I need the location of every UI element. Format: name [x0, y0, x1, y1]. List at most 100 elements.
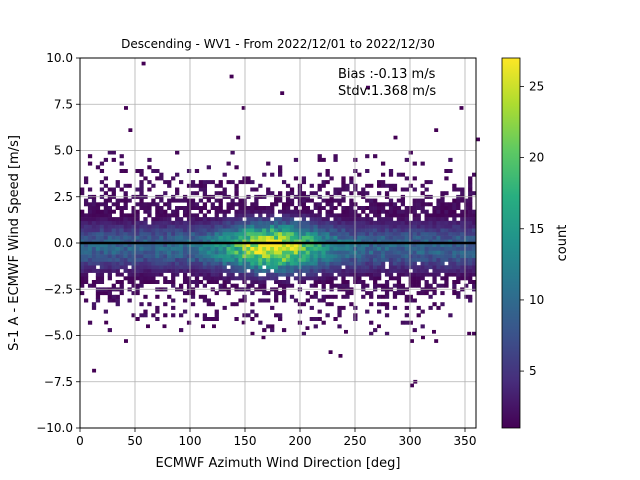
heatmap-cell: [151, 220, 156, 225]
heatmap-cell: [281, 246, 287, 251]
heatmap-cell: [345, 265, 350, 270]
heatmap-cell: [258, 217, 263, 222]
heatmap-cell: [167, 198, 172, 203]
heatmap-cell: [182, 257, 188, 262]
heatmap-cell: [190, 180, 196, 185]
heatmap-cell: [373, 272, 378, 277]
heatmap-cell: [266, 206, 271, 210]
heatmap-cell: [167, 202, 172, 207]
heatmap-cell: [80, 246, 85, 251]
heatmap-cell: [317, 257, 322, 262]
heatmap-cell: [285, 220, 291, 225]
heatmap-cell: [472, 239, 477, 244]
heatmap-cell: [432, 250, 437, 255]
heatmap-cell: [163, 250, 168, 255]
heatmap-cell: [270, 224, 275, 229]
heatmap-cell: [357, 246, 362, 251]
heatmap-cell: [87, 213, 93, 218]
heatmap-cell: [440, 239, 445, 244]
heatmap-cell: [262, 268, 267, 273]
heatmap-cell: [266, 250, 271, 255]
heatmap-cell: [190, 235, 196, 240]
heatmap-cell: [131, 276, 136, 281]
heatmap-cell: [171, 209, 176, 214]
heatmap-cell: [301, 257, 307, 262]
heatmap-cell: [238, 220, 243, 225]
heatmap-cell: [163, 202, 168, 207]
heatmap-cell: [194, 239, 200, 244]
heatmap-cell: [135, 276, 140, 281]
heatmap-cell: [131, 213, 136, 218]
heatmap-cell: [432, 213, 437, 218]
heatmap-cell: [218, 228, 223, 233]
heatmap-cell: [412, 280, 417, 284]
heatmap-cell: [87, 231, 93, 236]
heatmap-cell: [380, 209, 386, 214]
heatmap-cell: [365, 265, 370, 270]
heatmap-cell: [420, 243, 425, 247]
heatmap-cell: [396, 276, 402, 281]
y-tick-label: −5.0: [44, 329, 73, 343]
heatmap-cell: [103, 206, 109, 210]
heatmap-cell: [194, 272, 200, 277]
heatmap-cell: [270, 250, 275, 255]
heatmap-cell: [278, 191, 283, 196]
heatmap-cell: [214, 235, 219, 240]
heatmap-cell: [135, 257, 140, 262]
heatmap-cell: [305, 220, 310, 225]
heatmap-cell: [464, 283, 469, 288]
heatmap-cell: [392, 202, 398, 207]
heatmap-cell: [293, 228, 299, 233]
heatmap-cell: [175, 224, 180, 229]
heatmap-cell: [218, 231, 223, 236]
heatmap-cell: [274, 254, 279, 259]
heatmap-cell: [416, 217, 421, 222]
heatmap-cell: [456, 261, 461, 266]
heatmap-cell: [266, 224, 271, 229]
heatmap-cell: [95, 231, 101, 236]
heatmap-cell: [309, 231, 314, 236]
outlier-cell: [241, 320, 246, 325]
heatmap-cell: [135, 169, 140, 173]
heatmap-cell: [163, 235, 168, 240]
heatmap-cell: [369, 320, 374, 325]
heatmap-cell: [103, 217, 109, 222]
heatmap-cell: [321, 268, 326, 273]
heatmap-cell: [190, 257, 196, 262]
heatmap-cell: [206, 317, 211, 321]
heatmap-cell: [408, 257, 413, 262]
heatmap-cell: [139, 169, 144, 173]
heatmap-cell: [293, 246, 299, 251]
heatmap-cell: [380, 239, 386, 244]
heatmap-cell: [222, 243, 227, 247]
heatmap-cell: [317, 239, 322, 244]
heatmap-cell: [242, 254, 247, 259]
heatmap-cell: [202, 243, 208, 247]
outlier-cell: [128, 128, 133, 132]
heatmap-cell: [242, 235, 247, 240]
heatmap-cell: [242, 272, 247, 277]
heatmap-cell: [289, 191, 295, 196]
heatmap-cell: [285, 191, 291, 196]
heatmap-cell: [226, 228, 231, 233]
heatmap-cell: [250, 235, 255, 240]
heatmap-cell: [119, 224, 124, 229]
x-tick-label: 150: [234, 434, 257, 448]
heatmap-cell: [202, 228, 208, 233]
heatmap-cell: [317, 224, 322, 229]
heatmap-cell: [452, 220, 457, 225]
heatmap-cell: [337, 187, 342, 192]
heatmap-cell: [321, 180, 326, 185]
heatmap-cell: [313, 272, 318, 277]
heatmap-cell: [80, 283, 85, 288]
heatmap-cell: [408, 235, 413, 240]
heatmap-cell: [301, 246, 307, 251]
heatmap-cell: [202, 246, 208, 251]
heatmap-cell: [369, 246, 374, 251]
heatmap-cell: [440, 243, 445, 247]
heatmap-cell: [289, 254, 295, 259]
heatmap-cell: [345, 217, 350, 222]
heatmap-cell: [392, 209, 398, 214]
heatmap-cell: [392, 283, 398, 288]
heatmap-cell: [119, 161, 124, 166]
